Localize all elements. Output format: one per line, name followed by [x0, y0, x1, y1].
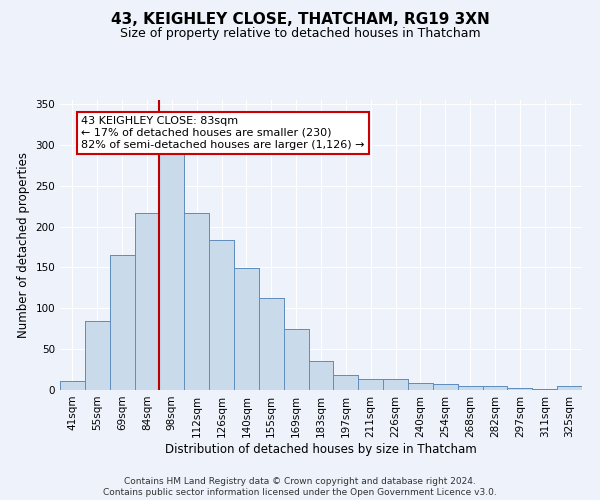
Bar — [134, 212, 160, 390]
Bar — [334, 376, 358, 390]
Bar — [482, 386, 508, 390]
Bar — [284, 328, 308, 390]
Bar — [110, 255, 134, 390]
Bar — [308, 360, 334, 390]
Bar — [110, 255, 134, 390]
Bar — [508, 388, 532, 390]
Bar — [433, 384, 458, 390]
Text: 43 KEIGHLEY CLOSE: 83sqm
← 17% of detached houses are smaller (230)
82% of semi-: 43 KEIGHLEY CLOSE: 83sqm ← 17% of detach… — [81, 116, 365, 150]
Bar — [209, 240, 234, 390]
Bar — [383, 378, 408, 390]
Bar — [284, 328, 308, 390]
Text: Size of property relative to detached houses in Thatcham: Size of property relative to detached ho… — [119, 28, 481, 40]
Bar — [532, 389, 557, 390]
Bar — [234, 268, 259, 390]
Bar — [85, 322, 110, 390]
Bar — [308, 360, 334, 390]
Bar — [209, 240, 234, 390]
Bar — [259, 298, 284, 390]
Text: 43, KEIGHLEY CLOSE, THATCHAM, RG19 3XN: 43, KEIGHLEY CLOSE, THATCHAM, RG19 3XN — [110, 12, 490, 28]
Bar — [60, 381, 85, 390]
Bar — [383, 378, 408, 390]
Text: Contains HM Land Registry data © Crown copyright and database right 2024.
Contai: Contains HM Land Registry data © Crown c… — [103, 478, 497, 497]
Bar — [408, 382, 433, 390]
Bar — [85, 322, 110, 390]
Text: Distribution of detached houses by size in Thatcham: Distribution of detached houses by size … — [165, 442, 477, 456]
Bar — [557, 386, 582, 390]
Bar — [408, 382, 433, 390]
Bar — [334, 376, 358, 390]
Bar — [184, 212, 209, 390]
Bar — [557, 386, 582, 390]
Bar — [259, 298, 284, 390]
Bar — [134, 212, 160, 390]
Bar — [458, 386, 482, 390]
Bar — [508, 388, 532, 390]
Bar — [234, 268, 259, 390]
Bar — [358, 378, 383, 390]
Bar — [433, 384, 458, 390]
Bar — [482, 386, 508, 390]
Bar — [60, 381, 85, 390]
Y-axis label: Number of detached properties: Number of detached properties — [17, 152, 30, 338]
Bar — [160, 153, 184, 390]
Bar — [532, 389, 557, 390]
Bar — [458, 386, 482, 390]
Bar — [184, 212, 209, 390]
Bar — [160, 153, 184, 390]
Bar — [358, 378, 383, 390]
